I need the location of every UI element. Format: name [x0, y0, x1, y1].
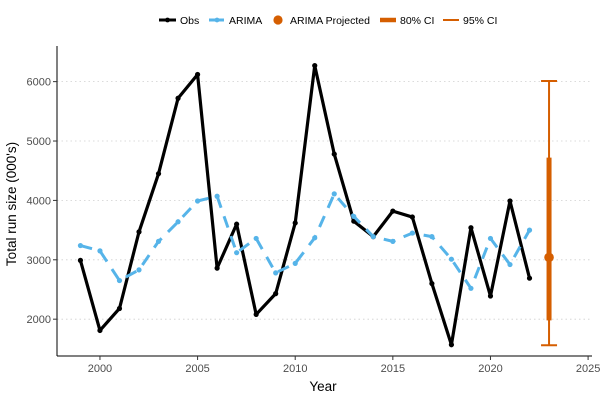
data-point-obs — [390, 208, 396, 214]
data-point-obs — [429, 280, 435, 287]
data-point-arima — [390, 238, 396, 244]
data-point-arima — [526, 227, 533, 233]
data-point-obs — [97, 327, 103, 334]
data-point-obs — [175, 95, 181, 101]
data-point-arima — [253, 235, 259, 242]
series-layer — [77, 62, 533, 348]
data-point-arima — [468, 285, 474, 291]
series-line-arima — [80, 192, 531, 290]
data-point-arima — [312, 235, 318, 241]
data-point-obs — [136, 229, 142, 235]
data-point-arima — [97, 248, 103, 254]
data-point-arima — [487, 235, 494, 242]
x-tick-label: 2020 — [478, 363, 502, 375]
axes — [56, 46, 592, 357]
ticks: 2000 3000 4000 5000 6000 2000 2005 2010 2015 2020… — [27, 77, 600, 375]
data-point-arima — [351, 213, 357, 220]
x-axis-title: Year — [309, 379, 337, 394]
data-point-arima — [507, 261, 513, 268]
y-tick-label: 2000 — [27, 314, 51, 326]
projected-point — [544, 252, 554, 263]
legend-label: Obs — [180, 15, 199, 27]
data-point-obs — [253, 311, 259, 318]
data-point-arima — [155, 238, 162, 244]
legend-label: ARIMA — [229, 15, 262, 27]
data-point-arima — [409, 230, 415, 236]
data-point-obs — [507, 198, 513, 204]
y-tick-label: 4000 — [27, 195, 51, 207]
x-tick-label: 2005 — [185, 363, 209, 375]
data-point-arima — [175, 219, 181, 225]
y-tick-label: 5000 — [27, 136, 51, 148]
x-tick-label: 2025 — [576, 363, 600, 375]
legend-key-obs-point — [165, 17, 170, 23]
legend-key-arima-point — [214, 17, 220, 23]
data-point-obs — [214, 265, 220, 271]
data-point-obs — [234, 221, 240, 227]
data-point-obs — [155, 171, 162, 177]
data-point-obs — [409, 214, 415, 220]
data-point-arima — [194, 198, 201, 204]
legend: Obs ARIMA ARIMA Projected 80% CI 95% CI — [159, 15, 497, 27]
legend-label: ARIMA Projected — [290, 15, 370, 27]
legend-item: ARIMA Projected — [273, 15, 370, 27]
grid — [57, 81, 592, 320]
data-point-obs — [468, 225, 474, 231]
data-point-obs — [77, 257, 84, 263]
data-point-arima — [429, 234, 435, 240]
legend-label: 95% CI — [463, 15, 497, 27]
data-point-arima — [234, 250, 240, 256]
data-point-arima — [214, 193, 220, 199]
x-tick-label: 2015 — [381, 363, 405, 375]
data-point-obs — [292, 220, 298, 226]
legend-key-projected-point — [273, 15, 283, 25]
data-point-arima — [136, 267, 142, 273]
legend-item: ARIMA — [209, 15, 262, 27]
legend-item: Obs — [159, 15, 199, 27]
data-point-arima — [448, 256, 455, 262]
data-point-arima — [116, 277, 123, 284]
x-tick-label: 2000 — [88, 363, 112, 375]
data-point-obs — [448, 342, 455, 348]
data-point-obs — [116, 305, 123, 312]
data-point-arima — [292, 260, 298, 266]
y-tick-label: 6000 — [27, 77, 51, 89]
projection-layer — [541, 80, 558, 347]
data-point-arima — [370, 234, 376, 240]
legend-label: 80% CI — [400, 15, 434, 27]
data-point-obs — [312, 62, 318, 69]
legend-item: 80% CI — [380, 15, 434, 27]
data-point-obs — [331, 151, 337, 157]
data-point-obs — [273, 291, 279, 297]
data-point-arima — [77, 242, 84, 249]
data-point-arima — [331, 191, 337, 197]
legend-item: 95% CI — [443, 15, 497, 27]
data-point-obs — [526, 275, 533, 281]
y-tick-label: 3000 — [27, 255, 51, 267]
y-axis-title: Total run size (000's) — [4, 142, 19, 266]
data-point-obs — [194, 71, 201, 78]
data-point-obs — [487, 293, 494, 299]
x-tick-label: 2010 — [283, 363, 307, 375]
data-point-arima — [273, 270, 279, 276]
series-line-obs — [78, 63, 532, 347]
